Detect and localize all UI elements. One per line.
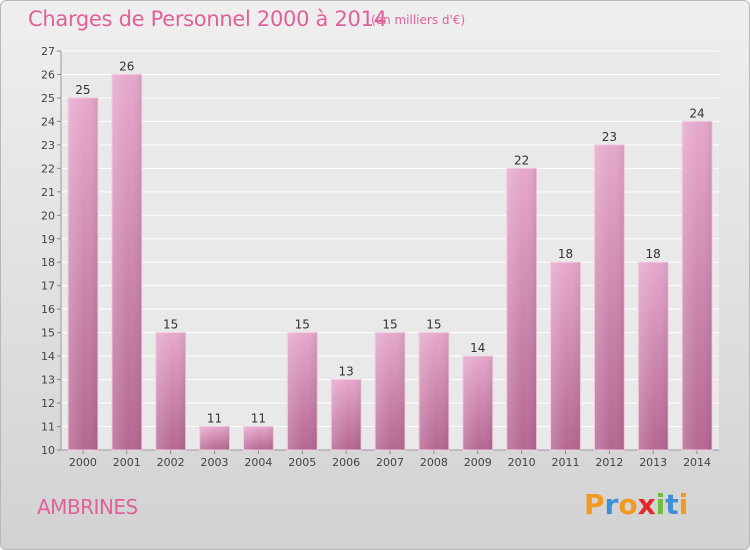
bar-shade [418, 332, 449, 450]
x-tick-label: 2000 [69, 456, 97, 469]
data-label: 22 [514, 153, 529, 167]
x-tick-label: 2010 [508, 456, 536, 469]
logo-letter: t [665, 488, 679, 521]
bar-shade [199, 426, 230, 450]
bars [67, 73, 713, 451]
x-tick-label: 2004 [244, 456, 272, 469]
x-tick-label: 2008 [420, 456, 448, 469]
bar-shade [111, 74, 142, 451]
bar-shade [68, 97, 98, 451]
bar-shade [331, 379, 362, 450]
x-tick-label: 2005 [288, 456, 316, 469]
y-tick-label: 10 [41, 444, 55, 457]
y-tick-label: 16 [41, 303, 55, 316]
y-tick-label: 19 [41, 233, 55, 246]
logo-letter: P [584, 488, 605, 521]
logo-letter: x [637, 488, 656, 521]
bar-shade [155, 332, 186, 450]
y-tick-label: 24 [41, 115, 55, 128]
bar-shade [638, 262, 669, 450]
bar-shade [287, 332, 318, 450]
x-tick-label: 2006 [332, 456, 360, 469]
data-label: 26 [119, 59, 134, 73]
bar-shade [594, 144, 625, 450]
bar-shade [682, 121, 712, 450]
y-tick-label: 26 [41, 68, 55, 81]
y-tick-label: 15 [41, 327, 55, 340]
proxiti-logo: Proxiti [584, 488, 688, 521]
logo-letter: r [604, 488, 619, 521]
y-tick-label: 22 [41, 162, 55, 175]
x-tick-label: 2001 [113, 456, 141, 469]
logo-letter: o [618, 488, 638, 521]
x-tick-label: 2014 [683, 456, 711, 469]
data-label: 18 [558, 247, 573, 261]
y-tick-label: 11 [41, 421, 55, 434]
y-tick-label: 23 [41, 139, 55, 152]
bar-shade [243, 426, 274, 450]
x-tick-label: 2011 [551, 456, 579, 469]
logo-letter: i [678, 488, 689, 521]
data-label: 24 [689, 106, 704, 120]
data-label: 25 [75, 83, 90, 97]
chart-title: Charges de Personnel 2000 à 2014 [28, 7, 387, 31]
data-label: 15 [163, 318, 178, 332]
labels: 10 11 12 13 14 15 16 17 18 19 20 21 22 23 24 25 26 27 25 20… [41, 45, 711, 469]
bar-shade [550, 262, 581, 450]
x-tick-label: 2002 [157, 456, 185, 469]
commune-name: AMBRINES [37, 495, 138, 519]
y-tick-label: 20 [41, 209, 55, 222]
data-label: 15 [295, 318, 310, 332]
chart-subtitle: (en milliers d'€) [371, 13, 466, 27]
bar-shade [506, 168, 537, 450]
bar-shade [462, 356, 493, 450]
y-tick-label: 21 [41, 186, 55, 199]
x-tick-label: 2013 [639, 456, 667, 469]
x-tick-label: 2003 [201, 456, 229, 469]
bar-shade [375, 332, 405, 450]
data-label: 14 [470, 341, 485, 355]
data-label: 11 [207, 412, 222, 426]
y-tick-label: 13 [41, 374, 55, 387]
x-tick-label: 2012 [595, 456, 623, 469]
data-label: 15 [426, 318, 441, 332]
x-tick-label: 2009 [464, 456, 492, 469]
data-label: 15 [382, 318, 397, 332]
logo-letter: i [655, 488, 666, 521]
y-tick-label: 14 [41, 350, 55, 363]
data-label: 18 [646, 247, 661, 261]
y-tick-label: 25 [41, 92, 55, 105]
data-label: 11 [251, 412, 266, 426]
data-label: 23 [602, 130, 617, 144]
y-tick-label: 17 [41, 280, 55, 293]
y-tick-label: 12 [41, 397, 55, 410]
data-label: 13 [338, 365, 353, 379]
x-tick-label: 2007 [376, 456, 404, 469]
y-tick-label: 27 [41, 45, 55, 58]
y-tick-label: 18 [41, 256, 55, 269]
